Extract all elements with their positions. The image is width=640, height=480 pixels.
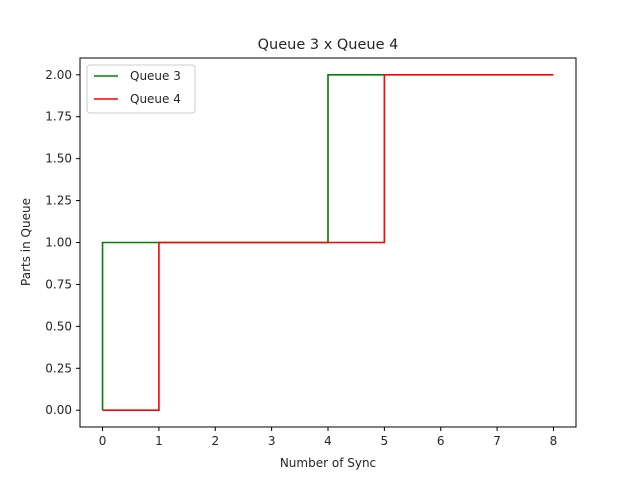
legend-label-queue-3: Queue 3 [130,69,181,83]
plot-frame [79,57,577,428]
x-tick-label: 7 [493,434,501,448]
y-tick-label: 2.00 [45,68,72,82]
x-axis-label: Number of Sync [280,456,376,470]
series-line-queue-4 [102,73,554,412]
series-layer [101,73,554,412]
legend: Queue 3 Queue 4 [86,64,196,114]
legend-label-queue-4: Queue 4 [130,92,181,106]
x-tick-label: 1 [155,434,163,448]
y-tick-label: 0.25 [45,361,72,375]
tick-layer: 0 1 2 3 4 5 6 7 8 0.00 0.25 0.50 0.75 1.00 1.25 1.50 1.7… [45,68,557,448]
y-tick-label: 1.75 [45,110,72,124]
x-tick-label: 2 [211,434,219,448]
x-tick-label: 4 [324,434,332,448]
legend-box [86,64,196,114]
y-tick-label: 0.50 [45,319,72,333]
y-tick-label: 1.00 [45,236,72,250]
y-axis-label: Parts in Queue [19,198,33,286]
x-tick-label: 6 [437,434,445,448]
y-tick-label: 0.75 [45,277,72,291]
x-tick-label: 3 [268,434,276,448]
y-tick-label: 0.00 [45,403,72,417]
y-tick-label: 1.25 [45,194,72,208]
x-tick-label: 0 [99,434,107,448]
x-tick-label: 8 [550,434,558,448]
x-tick-label: 5 [381,434,389,448]
chart-title: Queue 3 x Queue 4 [258,37,399,53]
y-tick-label: 1.50 [45,152,72,166]
